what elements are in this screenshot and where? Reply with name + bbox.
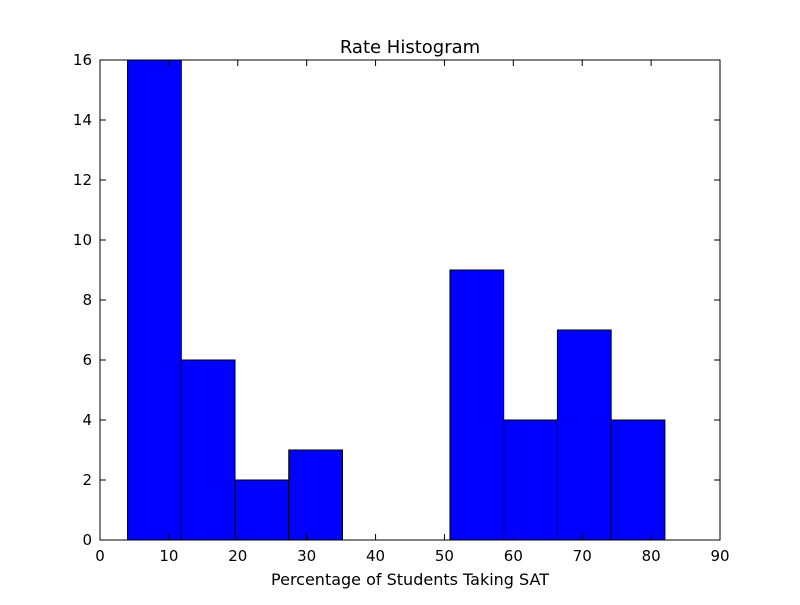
histogram-bar-2 (234, 479, 290, 541)
histogram-bar-3 (288, 449, 343, 541)
histogram-bar-1 (180, 359, 236, 541)
x-tick-label: 0 (95, 547, 105, 565)
y-tick-label: 0 (82, 531, 92, 549)
x-tick-label: 70 (573, 547, 592, 565)
y-tick-label: 12 (73, 171, 92, 189)
y-tick-label: 8 (82, 291, 92, 309)
histogram-bar-8 (556, 329, 612, 541)
histogram-bar-6 (449, 269, 505, 541)
histogram-bar-7 (503, 419, 558, 541)
chart-title: Rate Histogram (340, 37, 480, 58)
y-tick-label: 10 (73, 231, 92, 249)
y-tick-label: 16 (73, 51, 92, 69)
x-tick-label: 50 (435, 547, 454, 565)
x-tick-label: 30 (297, 547, 316, 565)
x-tick-label: 60 (504, 547, 523, 565)
x-tick-label: 90 (710, 547, 729, 565)
y-tick-label: 6 (82, 351, 92, 369)
x-axis-label: Percentage of Students Taking SAT (271, 570, 549, 589)
x-tick-label: 10 (159, 547, 178, 565)
x-tick-label: 40 (366, 547, 385, 565)
x-tick-label: 20 (228, 547, 247, 565)
histogram-bar-9 (610, 419, 666, 541)
histogram-bar-0 (127, 59, 182, 541)
y-tick-label: 4 (82, 411, 92, 429)
x-tick-label: 80 (642, 547, 661, 565)
y-tick-label: 14 (73, 111, 92, 129)
y-tick-label: 2 (82, 471, 92, 489)
bars-layer (127, 59, 666, 541)
ticks-layer: 0 10 20 30 40 50 60 70 80 90 0 2 4 6 8 10 12 14 16 (73, 51, 730, 565)
